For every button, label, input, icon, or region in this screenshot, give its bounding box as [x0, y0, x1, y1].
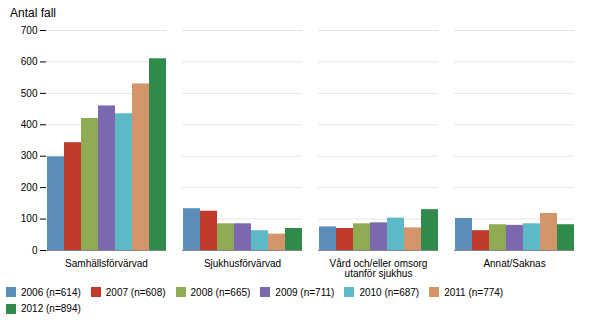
html-text:Antal fall: Antal fall [10, 6, 56, 20]
html-text:2010 (n=687): 2010 (n=687) [359, 286, 420, 298]
svg-text:0: 0 [32, 245, 38, 256]
html-text:2007 (n=608): 2007 (n=608) [105, 286, 166, 298]
svg-text:600: 600 [21, 56, 38, 67]
svg-text:Samhällsförvärvad: Samhällsförvärvad [65, 258, 148, 269]
html-text:2011 (n=774): 2011 (n=774) [444, 286, 504, 298]
svg-text:Sjukhusförvärvad: Sjukhusförvärvad [204, 258, 281, 269]
svg-text:400: 400 [21, 119, 38, 130]
svg-text:500: 500 [21, 88, 38, 99]
svg-text:Vård och/eller omsorgutanför s: Vård och/eller omsorgutanför sjukhus [330, 258, 428, 279]
svg-text:200: 200 [21, 182, 38, 193]
svg-text:300: 300 [21, 150, 38, 161]
html-text:2008 (n=665): 2008 (n=665) [190, 286, 251, 298]
svg-text:100: 100 [21, 213, 38, 224]
svg-text:Annat/Saknas: Annat/Saknas [483, 258, 545, 269]
html-text:2006 (n=614): 2006 (n=614) [21, 286, 81, 298]
svg-text:700: 700 [21, 25, 38, 36]
html-text:2009 (n=711): 2009 (n=711) [275, 286, 335, 298]
html-text:2012 (n=894): 2012 (n=894) [21, 303, 81, 315]
